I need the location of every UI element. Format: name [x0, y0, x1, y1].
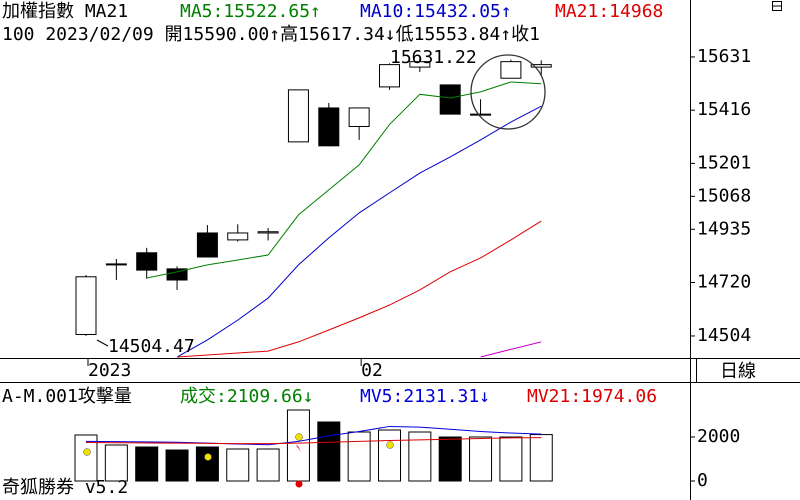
candle-body — [75, 276, 97, 335]
y-tick-label: 15068 — [697, 185, 751, 206]
x-tick-label: 2023 — [88, 360, 131, 381]
candle-body — [287, 89, 309, 143]
volume-bar — [286, 409, 310, 482]
y-tick-label: 0 — [697, 470, 708, 491]
chart-title: 加權指數 MA21 — [2, 1, 128, 22]
y-tick-label: 2000 — [697, 426, 740, 447]
annotation: 15631.22 — [390, 47, 477, 68]
ma-line — [176, 105, 542, 358]
ma-line — [85, 425, 542, 446]
candle-body — [105, 263, 127, 266]
annotation-leader — [96, 339, 109, 347]
info-line: 100 2023/02/09 開15590.00↑高15617.34↓低1555… — [2, 24, 540, 45]
volume-bar — [438, 436, 462, 482]
volume-bar — [135, 446, 159, 482]
legend-item: MV21:1974.06 — [527, 386, 657, 407]
volume-bar — [256, 448, 280, 482]
candle-body — [136, 252, 158, 271]
volume-bar — [469, 436, 493, 482]
candle-body — [409, 61, 431, 68]
candle-body — [166, 268, 188, 281]
ma-line — [177, 220, 542, 358]
volume-bar — [378, 429, 401, 482]
volume-bar — [74, 434, 98, 482]
legend-item: MA10:15432.05↑ — [360, 1, 512, 22]
volume-title: A-M.001攻擊量 — [2, 386, 132, 407]
legend-item: MA21:14968 — [555, 1, 663, 22]
ma-line — [85, 437, 542, 445]
x-tick-label: 02 — [361, 360, 383, 381]
signal-dot — [295, 480, 303, 488]
candle-body — [470, 113, 492, 116]
y-tick-label: 15201 — [697, 152, 751, 173]
volume-bar — [317, 421, 341, 482]
volume-bar — [347, 431, 371, 482]
y-tick-label: 14935 — [697, 218, 751, 239]
ma-line — [480, 341, 542, 358]
candle-body — [227, 232, 249, 241]
volume-bar — [408, 431, 432, 482]
volume-bar — [104, 444, 128, 482]
footer: 奇狐勝券 v5.2 — [2, 477, 128, 498]
signal-dot — [204, 453, 212, 461]
volume-bar — [499, 436, 523, 482]
price-panel — [75, 56, 552, 358]
candle-body — [318, 107, 340, 147]
ma-line — [146, 81, 542, 279]
y-tick-label: 14720 — [697, 271, 751, 292]
candle-body — [439, 84, 461, 115]
annotation: 14504.47 — [108, 336, 195, 357]
legend-item: 成交:2109.66↓ — [180, 386, 314, 407]
signal-dot — [295, 433, 303, 441]
volume-bar — [195, 446, 219, 482]
legend-item: MV5:2131.31↓ — [360, 386, 490, 407]
volume-panel — [74, 409, 553, 482]
axis-strip — [691, 0, 800, 500]
candle-body — [257, 231, 279, 234]
signal-arrow — [296, 445, 301, 452]
highlight-circle — [470, 54, 546, 130]
period-label: 日線 — [720, 361, 756, 382]
y-tick-label: 15631 — [697, 46, 751, 67]
signal-dot — [83, 448, 91, 456]
volume-bar — [529, 434, 553, 482]
candle-body — [500, 61, 522, 79]
y-tick-label: 15416 — [697, 99, 751, 120]
candle-body — [348, 107, 370, 128]
signal-dot — [386, 441, 394, 449]
candle-body — [530, 64, 552, 68]
volume-bar — [226, 448, 250, 482]
y-tick-label: 14504 — [697, 325, 751, 346]
volume-bar — [165, 449, 189, 482]
candle-body — [196, 232, 218, 258]
candle-body — [379, 64, 400, 88]
legend-item: MA5:15522.65↑ — [180, 1, 321, 22]
